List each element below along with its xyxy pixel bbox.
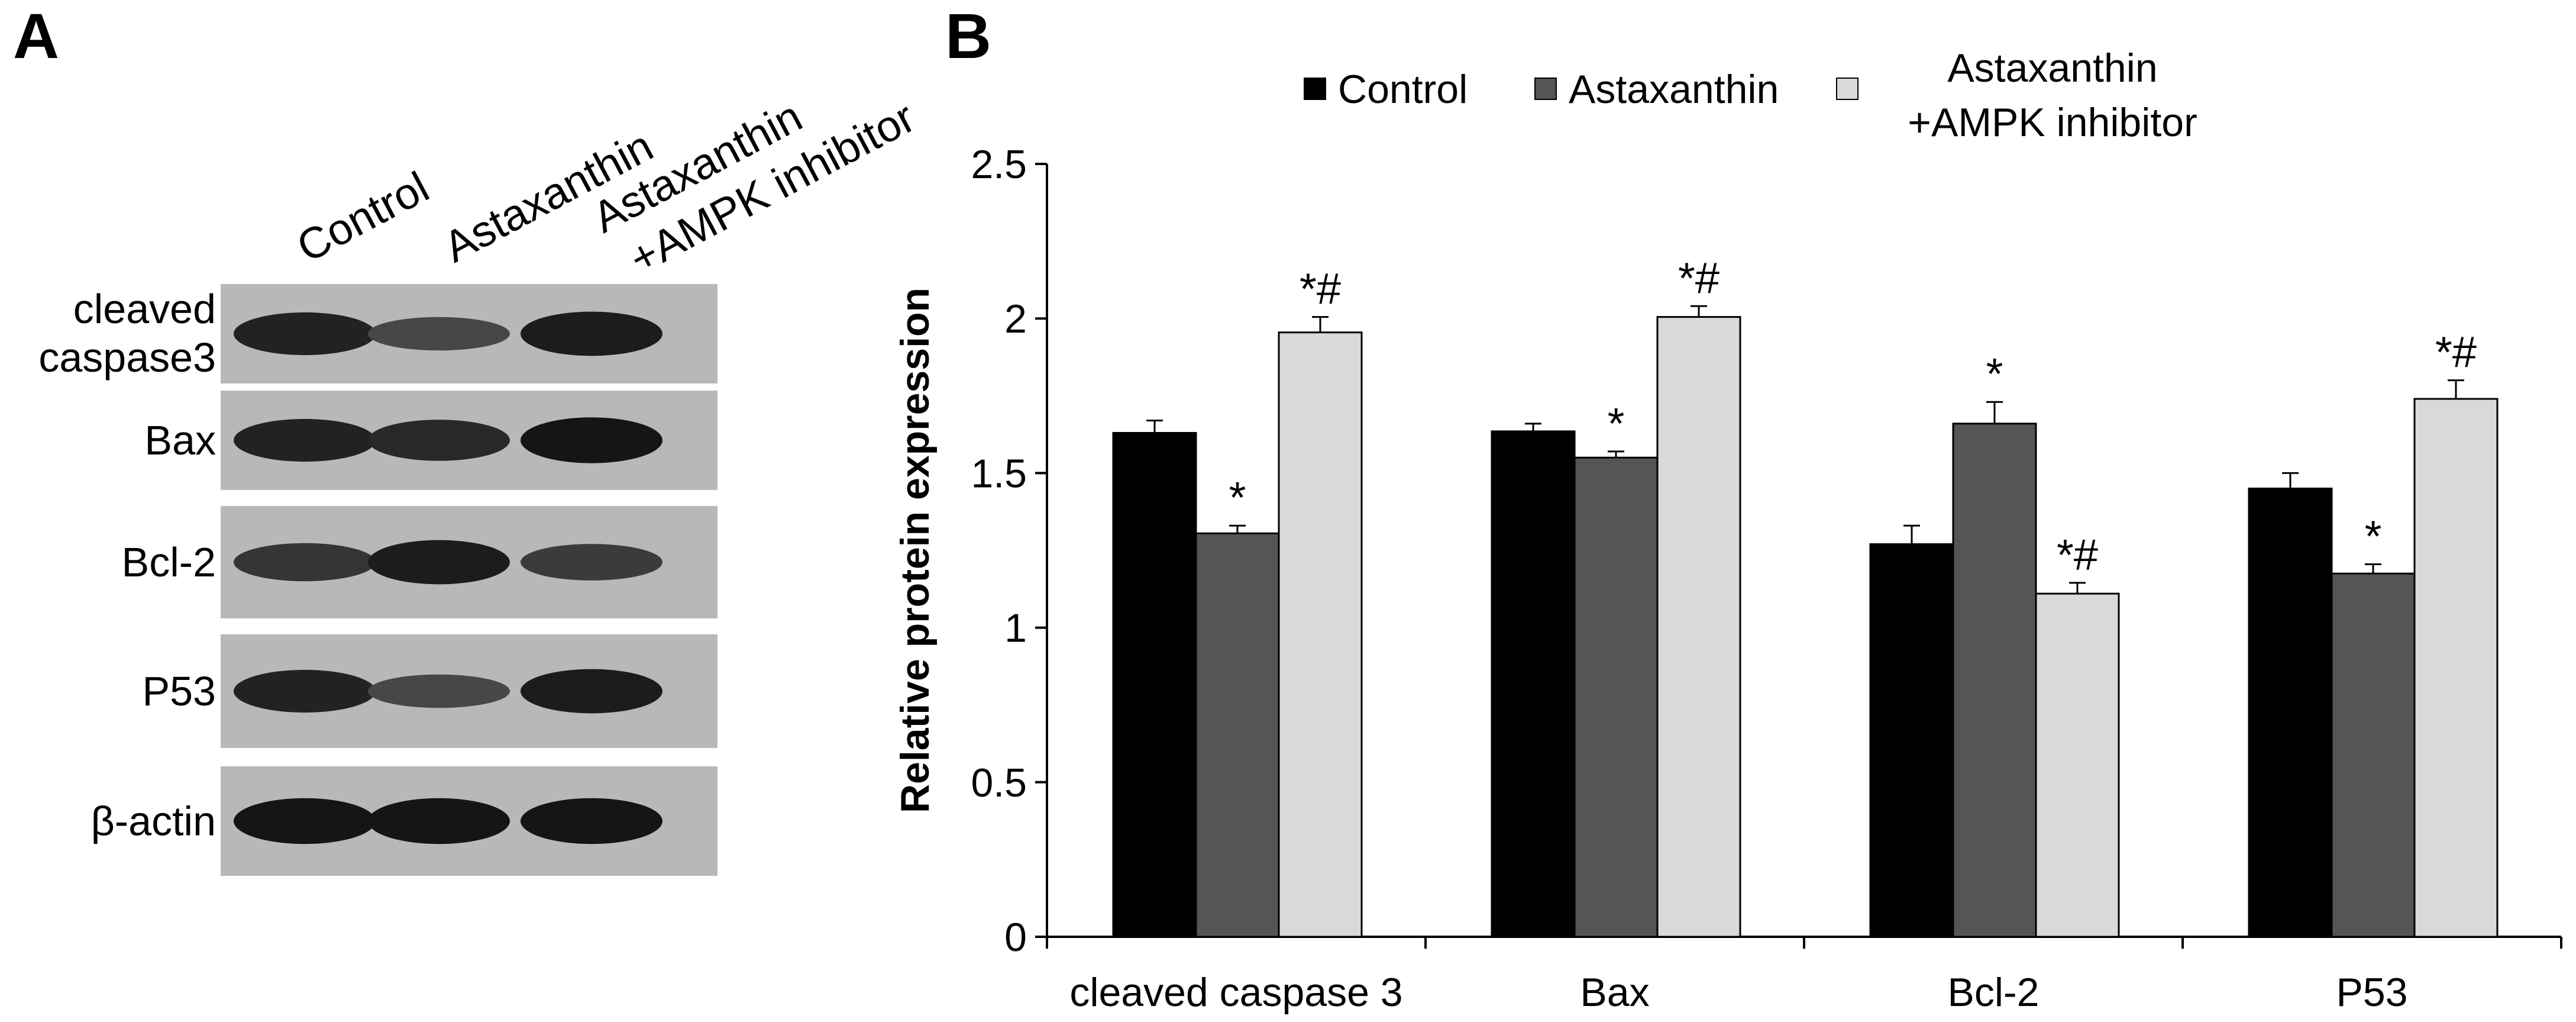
significance-marker: *#	[2057, 530, 2098, 579]
bar	[2331, 572, 2416, 938]
bar	[1573, 456, 1659, 938]
bar	[2413, 398, 2499, 938]
panel-a-label: A	[13, 0, 59, 72]
x-tick-label: Bax	[1580, 970, 1649, 1015]
legend-swatch-control	[1304, 78, 1326, 100]
blot-band	[234, 312, 376, 356]
blot-row: β-actin	[91, 766, 717, 876]
legend-swatch-astaxanthin-ampk	[1836, 78, 1859, 100]
bar	[2035, 592, 2120, 938]
y-axis-label: Relative protein expression	[893, 288, 938, 813]
blot-band	[521, 417, 662, 463]
panel-b-label: B	[945, 0, 991, 72]
blot-row: Bax	[144, 391, 717, 490]
blot-band	[234, 543, 376, 582]
blot-band	[368, 674, 510, 708]
significance-marker: *#	[2435, 328, 2477, 377]
significance-marker: *#	[1678, 253, 1720, 302]
y-tick-label: 2.5	[971, 142, 1027, 187]
blot-band	[368, 798, 510, 844]
blot-row: Bcl-2	[122, 506, 717, 618]
x-tick-label: Bcl-2	[1948, 970, 2040, 1015]
y-tick-label: 1.5	[971, 451, 1027, 496]
y-tick-label: 1	[1004, 606, 1027, 651]
x-tick-label: cleaved caspase 3	[1069, 970, 1402, 1015]
significance-marker: *	[1608, 399, 1625, 448]
blot-row: P53	[142, 634, 717, 748]
blot-band	[521, 798, 662, 844]
blot-label: cleaved	[73, 286, 216, 332]
chart-plot-area: 0 0.5 1 1.5 2 2.5 cleaved caspase 3 Bax Bcl-2 P53…	[971, 142, 2562, 1015]
y-tick-label: 0.5	[971, 760, 1027, 805]
significance-marker: *	[1986, 349, 2003, 398]
blot-band	[234, 669, 376, 713]
bar	[1491, 430, 1576, 938]
blot-label: caspase3	[38, 334, 216, 381]
legend-swatch-astaxanthin	[1534, 78, 1557, 100]
blot-label: Bcl-2	[122, 539, 216, 585]
blot-label: β-actin	[91, 798, 216, 844]
panel-a-western-blot: A Control Astaxanthin Astaxanthin +AMPK …	[13, 0, 923, 876]
legend-label-control: Control	[1338, 67, 1468, 112]
bar	[1112, 431, 1197, 938]
blot-band	[521, 544, 662, 581]
blot-band	[234, 418, 376, 462]
x-tick-label: P53	[2336, 970, 2408, 1015]
y-tick-label: 0	[1004, 915, 1027, 960]
bar	[2248, 488, 2333, 938]
bar	[1278, 331, 1363, 938]
blot-band	[368, 540, 510, 585]
blot-band	[368, 317, 510, 351]
significance-marker: *#	[1300, 265, 1341, 314]
legend-label-astaxanthin-ampk-line2: +AMPK inhibitor	[1908, 100, 2197, 145]
legend-label-astaxanthin: Astaxanthin	[1569, 67, 1779, 112]
blot-band	[521, 311, 662, 356]
chart-legend: Control Astaxanthin Astaxanthin +AMPK in…	[1304, 46, 2197, 145]
bar	[1195, 532, 1280, 938]
column-label-control: Control	[289, 162, 437, 272]
blot-column-labels: Control Astaxanthin Astaxanthin +AMPK in…	[289, 91, 923, 283]
significance-marker: *	[2365, 512, 2382, 561]
significance-marker: *	[1229, 473, 1246, 522]
bar	[1869, 543, 1954, 938]
bar	[1952, 423, 2037, 938]
blot-band	[234, 798, 376, 844]
blot-band	[368, 420, 510, 461]
bar	[1656, 316, 1741, 938]
blot-label: Bax	[144, 417, 216, 463]
blot-label: P53	[142, 668, 216, 714]
legend-label-astaxanthin-ampk-line1: Astaxanthin	[1947, 46, 2157, 91]
y-tick-label: 2	[1004, 296, 1027, 341]
panel-b-bar-chart: B Control Astaxanthin Astaxanthin +AMPK …	[893, 0, 2562, 1015]
blot-band	[521, 669, 662, 714]
